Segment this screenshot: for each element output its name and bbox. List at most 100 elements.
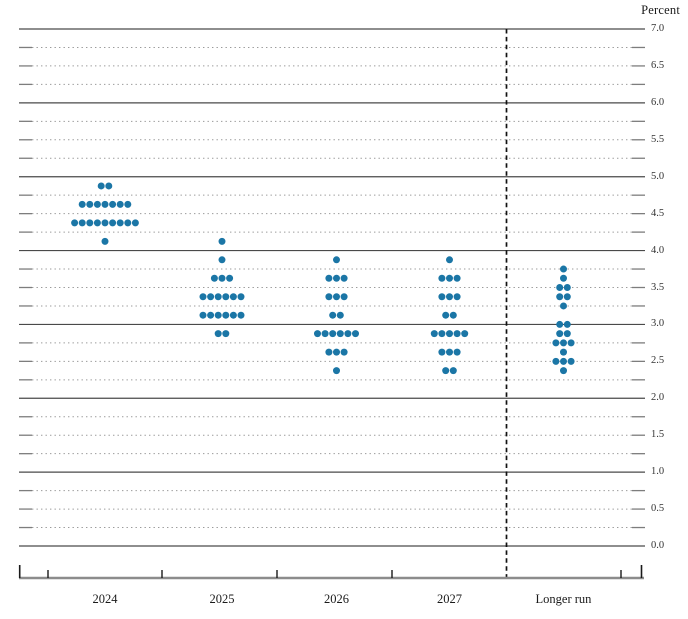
projection-dot-2027-3.375 <box>438 293 446 301</box>
projection-dot-2024-4.875 <box>105 182 113 190</box>
projection-dot-longer-run-2.5 <box>567 357 575 365</box>
projection-dot-longer-run-3.25 <box>560 302 567 310</box>
projection-dot-longer-run-2.875 <box>563 330 571 338</box>
projection-dot-longer-run-3.375 <box>556 293 564 301</box>
projection-dot-2024-4.375 <box>131 219 139 227</box>
y-axis-tick-label: 4.0 <box>651 244 665 256</box>
projection-dot-2027-2.875 <box>461 330 469 338</box>
projection-dot-2025-3.375 <box>214 293 222 301</box>
projection-dot-2024-4.625 <box>78 200 86 208</box>
y-axis-tick-label: 1.5 <box>651 429 665 441</box>
projection-dot-2026-3.625 <box>325 274 333 282</box>
projection-dot-2027-3.625 <box>453 274 461 282</box>
projection-dot-2027-3.125 <box>449 311 457 319</box>
y-axis-tick-label: 3.0 <box>651 318 665 330</box>
projection-dot-2024-4.625 <box>124 200 132 208</box>
projection-dot-longer-run-2.75 <box>560 339 567 347</box>
projection-dot-2026-2.625 <box>333 348 340 356</box>
projection-dot-2024-4.625 <box>116 200 124 208</box>
projection-dot-2024-4.375 <box>124 219 132 227</box>
projection-dot-2026-3.625 <box>340 274 348 282</box>
projection-dot-2024-4.375 <box>116 219 124 227</box>
y-axis-tick-label: 5.0 <box>651 170 665 182</box>
projection-dot-2026-2.875 <box>329 330 337 338</box>
projection-dot-2026-2.875 <box>344 330 352 338</box>
projection-dot-2025-2.875 <box>222 330 230 338</box>
projection-dot-2027-3.875 <box>446 256 453 264</box>
projection-dot-longer-run-3 <box>563 320 571 328</box>
projection-dot-2025-3.125 <box>229 311 237 319</box>
projection-dot-2025-2.875 <box>214 330 222 338</box>
projection-dot-2025-3.375 <box>207 293 215 301</box>
projection-dot-2026-3.125 <box>329 311 337 319</box>
y-axis-unit-label: Percent <box>641 3 680 17</box>
projection-dot-2027-2.625 <box>446 348 453 356</box>
projection-dot-2026-2.625 <box>325 348 333 356</box>
projection-dot-2026-3.125 <box>336 311 344 319</box>
projection-dot-2027-3.625 <box>438 274 446 282</box>
projection-dot-longer-run-2.625 <box>560 348 567 356</box>
projection-dot-longer-run-3.5 <box>556 284 564 291</box>
projection-dot-2025-3.625 <box>210 274 218 282</box>
y-axis-tick-label: 5.5 <box>651 133 665 145</box>
projection-dot-2025-3.125 <box>207 311 215 319</box>
projection-dot-longer-run-2.875 <box>556 330 564 338</box>
projection-dot-2027-2.375 <box>449 367 457 375</box>
y-axis-tick-label: 1.0 <box>651 466 665 478</box>
projection-dot-2027-2.875 <box>430 330 438 338</box>
projection-dot-longer-run-3 <box>556 320 564 328</box>
projection-dot-2025-4.125 <box>218 237 226 245</box>
y-axis-tick-label: 2.5 <box>651 355 665 367</box>
projection-dot-2027-2.625 <box>438 348 446 356</box>
projection-dot-longer-run-2.375 <box>560 367 567 375</box>
projection-dot-2027-2.375 <box>442 367 450 375</box>
x-axis-label-longer-run: Longer run <box>535 592 592 606</box>
projection-dot-2027-2.875 <box>453 330 461 338</box>
y-axis-tick-label: 7.0 <box>651 23 665 34</box>
projection-dot-2024-4.875 <box>97 182 105 190</box>
projection-dot-2027-3.625 <box>446 274 453 282</box>
projection-dot-2026-3.375 <box>333 293 340 301</box>
projection-dot-2025-3.625 <box>226 274 234 282</box>
projection-dot-2026-2.875 <box>314 330 321 338</box>
projection-dot-2026-3.875 <box>333 256 340 264</box>
projection-dot-2024-4.625 <box>86 200 94 208</box>
x-axis-label-2027: 2027 <box>437 592 462 606</box>
projection-dot-2024-4.375 <box>86 219 94 227</box>
projection-dot-longer-run-2.75 <box>552 339 560 347</box>
projection-dot-2027-3.375 <box>453 293 461 301</box>
projection-dot-2027-2.875 <box>438 330 446 338</box>
projection-dot-longer-run-3.625 <box>560 274 567 282</box>
projection-dot-longer-run-3.75 <box>560 265 567 273</box>
projection-dot-2027-3.375 <box>446 293 453 301</box>
projection-dot-2025-3.375 <box>229 293 237 301</box>
projection-dot-2024-4.625 <box>101 200 109 208</box>
projection-dot-longer-run-2.75 <box>567 339 575 347</box>
y-axis-tick-label: 6.0 <box>651 96 665 108</box>
projection-dot-2024-4.375 <box>71 219 79 227</box>
projection-dot-2026-2.375 <box>333 367 340 375</box>
projection-dot-2026-2.625 <box>340 348 348 356</box>
projection-dot-2025-3.125 <box>199 311 207 319</box>
projection-dot-2026-3.375 <box>325 293 333 301</box>
projection-dot-2024-4.375 <box>93 219 101 227</box>
x-axis-label-2024: 2024 <box>92 592 118 606</box>
projection-dot-2024-4.625 <box>93 200 101 208</box>
y-axis-tick-label: 0.5 <box>651 503 665 515</box>
projection-dot-longer-run-3.5 <box>563 284 571 291</box>
projection-dot-2026-2.875 <box>352 330 359 338</box>
y-axis-tick-label: 0.0 <box>651 540 665 551</box>
y-axis-tick-label: 6.5 <box>651 59 665 71</box>
projection-dot-2025-3.875 <box>218 256 226 264</box>
y-axis-tick-label: 2.0 <box>651 392 665 404</box>
x-axis-label-2025: 2025 <box>209 592 235 606</box>
projection-dot-2027-2.875 <box>446 330 453 338</box>
projection-dot-2025-3.125 <box>222 311 230 319</box>
projection-dot-2025-3.375 <box>237 293 245 301</box>
projection-dot-2026-2.875 <box>336 330 344 338</box>
projection-dot-2025-3.125 <box>214 311 222 319</box>
y-axis-tick-label: 3.5 <box>651 281 665 293</box>
x-axis-label-2026: 2026 <box>324 592 349 606</box>
